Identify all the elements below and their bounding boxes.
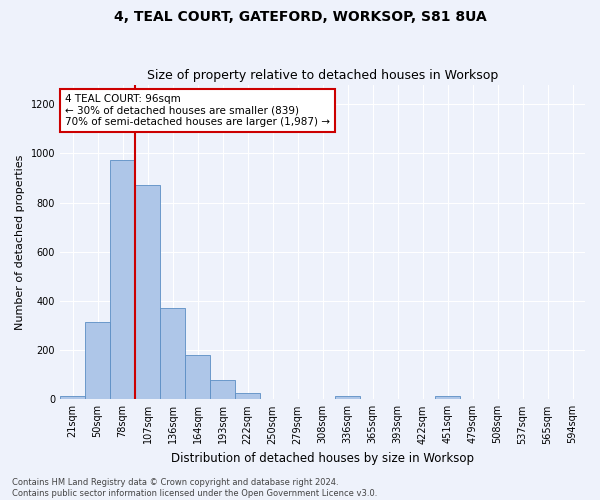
Bar bbox=[210, 380, 235, 400]
Text: 4, TEAL COURT, GATEFORD, WORKSOP, S81 8UA: 4, TEAL COURT, GATEFORD, WORKSOP, S81 8U… bbox=[113, 10, 487, 24]
Title: Size of property relative to detached houses in Worksop: Size of property relative to detached ho… bbox=[147, 69, 498, 82]
Bar bbox=[335, 396, 360, 400]
Y-axis label: Number of detached properties: Number of detached properties bbox=[15, 154, 25, 330]
Bar bbox=[185, 355, 210, 400]
Bar bbox=[85, 322, 110, 400]
Bar bbox=[435, 396, 460, 400]
Text: 4 TEAL COURT: 96sqm
← 30% of detached houses are smaller (839)
70% of semi-detac: 4 TEAL COURT: 96sqm ← 30% of detached ho… bbox=[65, 94, 330, 127]
Bar bbox=[160, 308, 185, 400]
Bar bbox=[110, 160, 135, 400]
X-axis label: Distribution of detached houses by size in Worksop: Distribution of detached houses by size … bbox=[171, 452, 474, 465]
Bar bbox=[235, 393, 260, 400]
Text: Contains HM Land Registry data © Crown copyright and database right 2024.
Contai: Contains HM Land Registry data © Crown c… bbox=[12, 478, 377, 498]
Bar bbox=[60, 396, 85, 400]
Bar bbox=[135, 186, 160, 400]
